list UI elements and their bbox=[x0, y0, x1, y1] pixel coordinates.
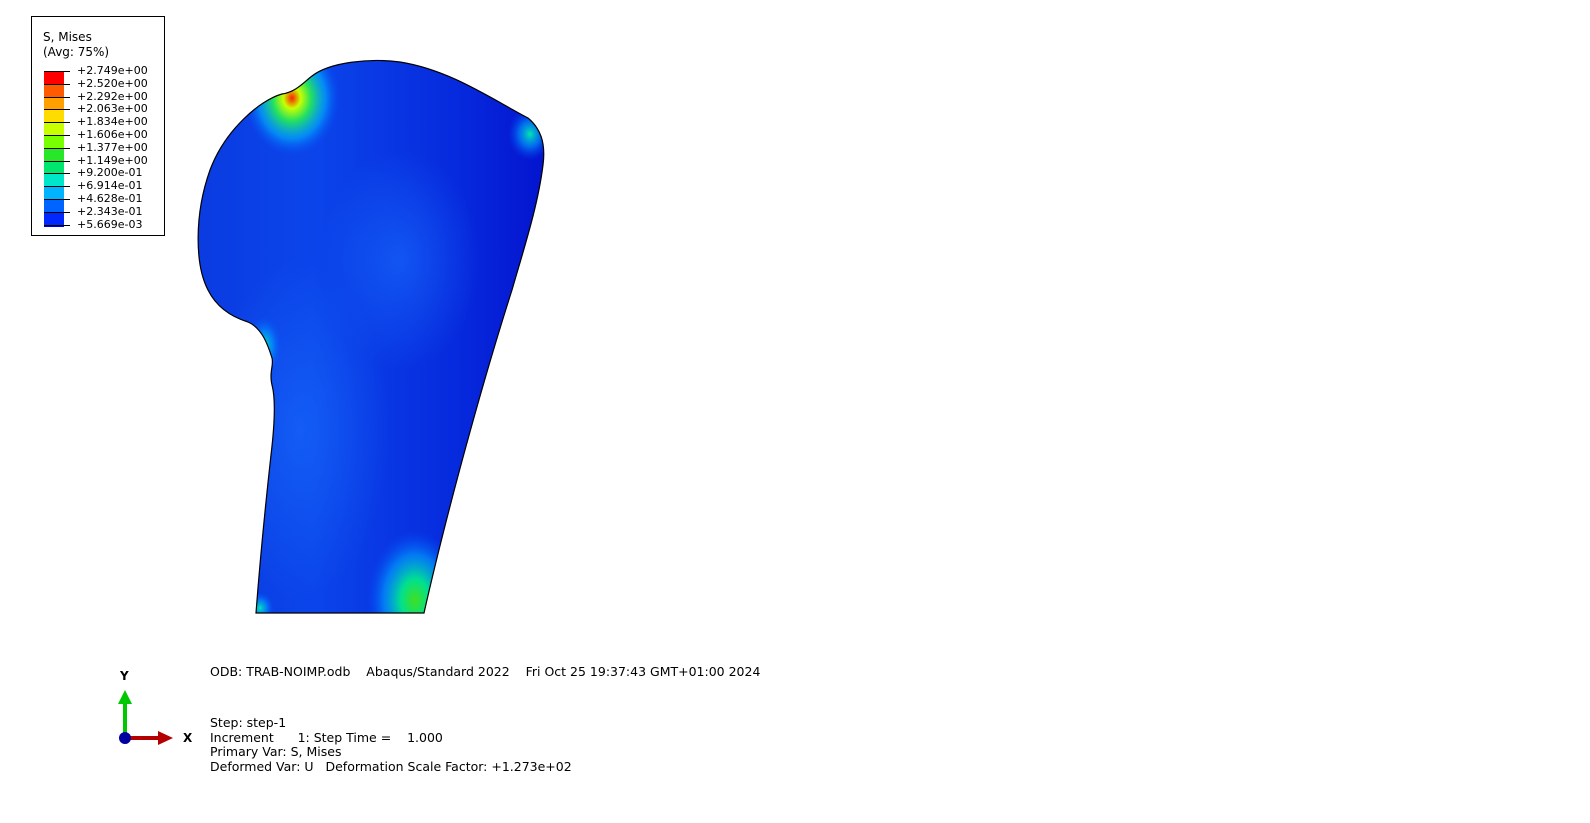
y-axis-arrowhead bbox=[118, 690, 132, 704]
increment-info-line: Increment 1: Step Time = 1.000 bbox=[210, 729, 443, 745]
legend-tick bbox=[44, 71, 70, 72]
legend-band bbox=[44, 186, 64, 199]
triad-axes bbox=[118, 690, 173, 745]
step-info-line: Step: step-1 bbox=[210, 715, 287, 730]
legend-level-label: +2.343e-01 bbox=[77, 204, 143, 218]
legend-tick bbox=[44, 186, 70, 188]
legend-tick bbox=[44, 173, 70, 175]
legend-band bbox=[44, 135, 64, 148]
y-axis-label: Y bbox=[120, 669, 129, 683]
x-axis-label: X bbox=[183, 731, 193, 745]
bone-model[interactable] bbox=[180, 40, 560, 670]
legend-tick bbox=[44, 96, 70, 98]
legend-tick bbox=[44, 109, 70, 111]
legend-tick bbox=[44, 147, 70, 149]
legend-tick bbox=[44, 224, 70, 226]
legend-level-label: +1.377e+00 bbox=[77, 140, 148, 154]
legend-band bbox=[44, 109, 64, 123]
legend-level-label: +1.834e+00 bbox=[77, 115, 148, 129]
legend-title: S, Mises (Avg: 75%) bbox=[43, 30, 109, 60]
legend-level-label: +2.520e+00 bbox=[77, 76, 148, 90]
legend-band bbox=[44, 96, 64, 110]
legend-level-label: +2.063e+00 bbox=[77, 102, 148, 116]
legend-tick bbox=[44, 160, 70, 162]
legend-level-label: +9.200e-01 bbox=[77, 166, 143, 180]
legend-level-label: +1.149e+00 bbox=[77, 153, 148, 167]
legend-level-label: +2.749e+00 bbox=[77, 64, 148, 77]
legend-tick bbox=[44, 135, 70, 136]
legend-band bbox=[44, 71, 64, 84]
legend-band bbox=[44, 122, 64, 135]
x-axis-arrowhead bbox=[158, 731, 173, 745]
legend-band bbox=[44, 147, 64, 161]
legend-band bbox=[44, 83, 64, 97]
legend-band bbox=[44, 160, 64, 174]
legend-tick bbox=[44, 199, 70, 200]
contour-legend: S, Mises (Avg: 75%) +2.749e+00 +2.520e+00… bbox=[31, 16, 165, 236]
legend-tick bbox=[44, 122, 70, 124]
legend-tick bbox=[44, 83, 70, 85]
odb-info-line: ODB: TRAB-NOIMP.odb Abaqus/Standard 2022… bbox=[210, 664, 761, 679]
legend-level-label: +5.669e-03 bbox=[77, 217, 143, 231]
legend-averaging: (Avg: 75%) bbox=[43, 45, 110, 59]
legend-level-label: +6.914e-01 bbox=[77, 179, 143, 193]
legend-variable: S, Mises bbox=[43, 30, 92, 44]
deformed-var-line: Deformed Var: U Deformation Scale Factor… bbox=[210, 758, 572, 774]
legend-band bbox=[44, 224, 64, 227]
legend-band bbox=[44, 199, 64, 212]
primary-var-line: Primary Var: S, Mises bbox=[210, 744, 342, 759]
legend-level-label: +1.606e+00 bbox=[77, 128, 148, 141]
legend-tick bbox=[44, 211, 70, 213]
legend-level-label: +4.628e-01 bbox=[77, 192, 143, 205]
legend-level-label: +2.292e+00 bbox=[77, 89, 148, 103]
legend-band bbox=[44, 211, 64, 225]
legend-band bbox=[44, 173, 64, 187]
triad-origin bbox=[119, 732, 131, 744]
coordinate-triad: Y X bbox=[100, 662, 210, 752]
legend-color-bar bbox=[44, 71, 70, 227]
